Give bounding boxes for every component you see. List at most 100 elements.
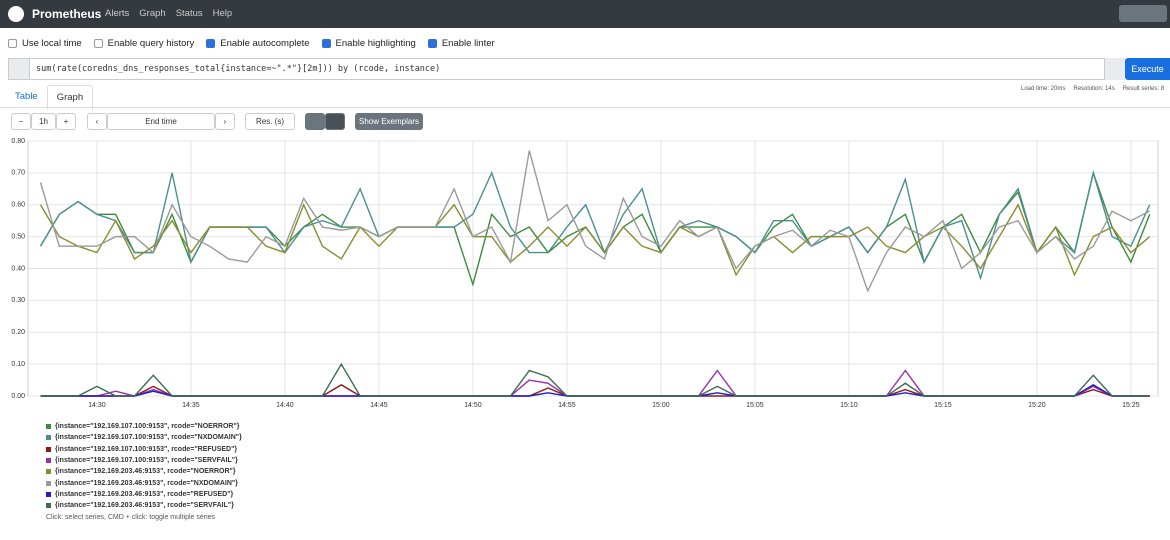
series-line bbox=[40, 384, 1150, 397]
query-text[interactable]: sum(rate(coredns_dns_responses_total{ins… bbox=[36, 64, 441, 74]
brand[interactable]: Prometheus bbox=[32, 7, 102, 21]
stat: Resolution: 14s bbox=[1073, 86, 1115, 92]
nav-links: Alerts Graph Status Help bbox=[105, 8, 232, 19]
y-tick-label: 0.20 bbox=[11, 329, 25, 336]
resolution[interactable]: Res. (s) bbox=[245, 113, 295, 130]
show-exemplars[interactable]: Show Exemplars bbox=[355, 113, 423, 130]
x-tick-label: 14:50 bbox=[464, 402, 482, 409]
y-tick-label: 0.30 bbox=[11, 297, 25, 304]
legend-item[interactable]: {instance="192.169.203.46:9153", rcode="… bbox=[46, 477, 242, 488]
checkbox[interactable] bbox=[321, 39, 331, 48]
legend-item[interactable]: {instance="192.169.203.46:9153", rcode="… bbox=[46, 500, 242, 511]
legend-swatch bbox=[46, 469, 51, 475]
legend-label: {instance="192.169.203.46:9153", rcode="… bbox=[55, 490, 234, 498]
x-tick-label: 15:25 bbox=[1122, 402, 1140, 409]
execute-button[interactable]: Execute bbox=[1125, 58, 1170, 80]
range-plus[interactable]: + bbox=[56, 113, 76, 130]
x-tick-label: 14:35 bbox=[182, 402, 200, 409]
x-tick-label: 15:05 bbox=[746, 402, 764, 409]
search-icon bbox=[8, 58, 30, 80]
x-tick-label: 14:30 bbox=[88, 402, 106, 409]
option-label: Use local time bbox=[22, 38, 82, 49]
metrics-explorer[interactable] bbox=[1104, 58, 1125, 80]
tab[interactable]: Table bbox=[15, 91, 38, 102]
theme-toggle[interactable] bbox=[1119, 5, 1167, 22]
legend-item[interactable]: {instance="192.169.107.100:9153", rcode=… bbox=[46, 432, 242, 443]
end-time[interactable]: End time bbox=[107, 113, 215, 130]
legend-item[interactable]: {instance="192.169.107.100:9153", rcode=… bbox=[46, 421, 242, 432]
legend-swatch bbox=[46, 503, 51, 509]
legend-swatch bbox=[46, 480, 51, 486]
nav-link[interactable]: Graph bbox=[139, 8, 166, 19]
series-line bbox=[39, 150, 1151, 293]
x-tick-label: 15:10 bbox=[840, 402, 858, 409]
legend-swatch bbox=[46, 424, 51, 430]
chart: 0.00 0.10 0.20 0.30 0.40 0.50 0.60 0.70 0.80 14:3… bbox=[11, 138, 1159, 409]
legend-item[interactable]: {instance="192.169.203.46:9153", rcode="… bbox=[46, 466, 242, 477]
y-tick-label: 0.70 bbox=[11, 170, 25, 177]
x-tick-label: 14:55 bbox=[558, 402, 576, 409]
legend-swatch bbox=[46, 435, 51, 441]
legend-label: {instance="192.169.203.46:9153", rcode="… bbox=[55, 502, 234, 510]
navbar bbox=[0, 0, 1170, 28]
series-line bbox=[39, 170, 1151, 281]
option-label: Enable autocomplete bbox=[220, 38, 310, 49]
y-tick-label: 0.00 bbox=[11, 393, 25, 400]
option[interactable]: Enable autocomplete bbox=[206, 38, 310, 49]
series-line bbox=[40, 369, 1150, 397]
checkbox[interactable] bbox=[8, 39, 17, 48]
option-label: Enable query history bbox=[107, 38, 195, 49]
legend-label: {instance="192.169.107.100:9153", rcode=… bbox=[55, 423, 240, 431]
x-tick-label: 15:20 bbox=[1028, 402, 1046, 409]
options: Use local time Enable query history Enable… bbox=[8, 38, 495, 49]
tabs: Table Graph bbox=[6, 85, 94, 110]
option-label: Enable highlighting bbox=[335, 38, 416, 49]
tab[interactable]: Graph bbox=[46, 85, 94, 110]
checkbox[interactable] bbox=[427, 39, 437, 48]
legend-label: {instance="192.169.107.100:9153", rcode=… bbox=[55, 434, 242, 442]
x-tick-label: 14:45 bbox=[370, 402, 388, 409]
range-minus[interactable]: − bbox=[11, 113, 31, 130]
series-line bbox=[40, 362, 1150, 397]
y-tick-label: 0.40 bbox=[11, 265, 25, 272]
legend-swatch bbox=[46, 491, 51, 497]
checkbox[interactable] bbox=[93, 39, 103, 48]
option[interactable]: Enable linter bbox=[427, 38, 495, 49]
end-back[interactable]: ‹ bbox=[87, 113, 107, 130]
tab-divider bbox=[0, 107, 1170, 108]
legend-swatch bbox=[46, 458, 51, 464]
legend-item[interactable]: {instance="192.169.107.100:9153", rcode=… bbox=[46, 455, 242, 466]
end-forward[interactable]: › bbox=[215, 113, 235, 130]
series-line bbox=[40, 384, 1150, 397]
legend-label: {instance="192.169.203.46:9153", rcode="… bbox=[55, 479, 238, 487]
legend-swatch bbox=[46, 446, 51, 452]
option[interactable]: Use local time bbox=[8, 38, 82, 49]
range-input[interactable]: 1h bbox=[31, 113, 56, 130]
option[interactable]: Enable highlighting bbox=[321, 38, 416, 49]
x-tick-label: 14:40 bbox=[276, 402, 294, 409]
legend-label: {instance="192.169.203.46:9153", rcode="… bbox=[55, 468, 236, 476]
y-tick-label: 0.10 bbox=[11, 361, 25, 368]
line-chart-button[interactable] bbox=[305, 113, 325, 130]
checkbox[interactable] bbox=[206, 39, 216, 48]
stacked-chart-button[interactable] bbox=[325, 113, 345, 130]
option[interactable]: Enable query history bbox=[93, 38, 195, 49]
legend-item[interactable]: {instance="192.169.107.100:9153", rcode=… bbox=[46, 444, 242, 455]
stat: Result series: 8 bbox=[1122, 86, 1165, 92]
y-tick-label: 0.50 bbox=[11, 233, 25, 240]
legend-hint: Click: select series, CMD + click: toggl… bbox=[46, 514, 216, 521]
legend-label: {instance="192.169.107.100:9153", rcode=… bbox=[55, 457, 238, 465]
nav-link[interactable]: Alerts bbox=[105, 8, 130, 19]
legend-item[interactable]: {instance="192.169.203.46:9153", rcode="… bbox=[46, 489, 242, 500]
nav-link[interactable]: Help bbox=[212, 8, 233, 19]
x-tick-label: 15:15 bbox=[934, 402, 952, 409]
stat: Load time: 20ms bbox=[1021, 86, 1066, 92]
logo[interactable] bbox=[8, 6, 24, 22]
series-line bbox=[39, 202, 1151, 277]
x-tick-label: 15:00 bbox=[652, 402, 670, 409]
option-label: Enable linter bbox=[441, 38, 495, 49]
nav-link[interactable]: Status bbox=[175, 8, 203, 19]
y-tick-label: 0.60 bbox=[11, 202, 25, 209]
legend: {instance="192.169.107.100:9153", rcode=… bbox=[46, 421, 242, 511]
